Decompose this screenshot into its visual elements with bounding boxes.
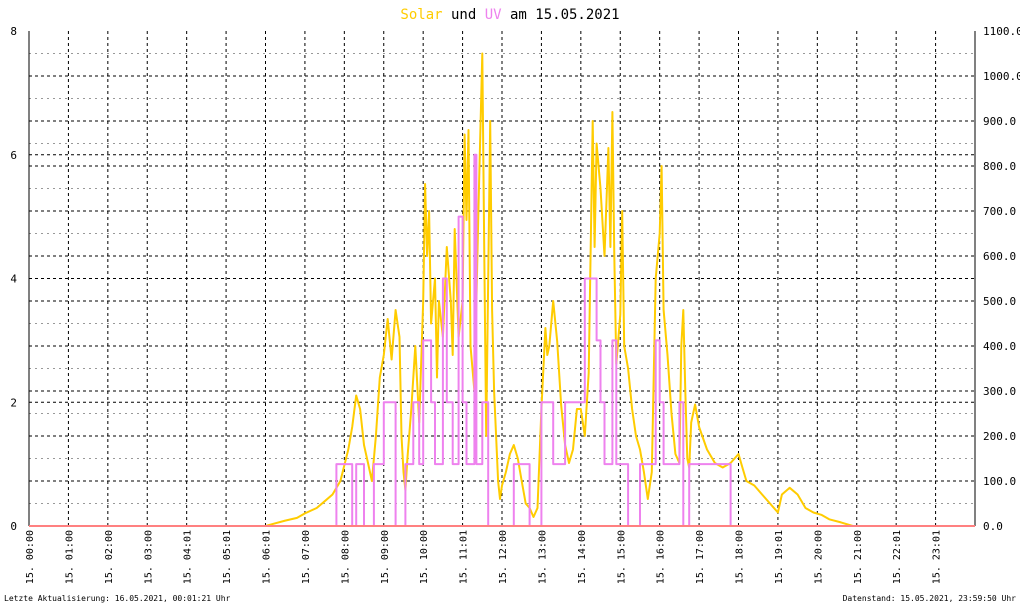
x-tick-label: 15. 15:00 [616, 530, 627, 584]
x-tick-label: 15. 05:01 [222, 530, 233, 584]
x-tick-label: 15. 07:00 [301, 530, 312, 584]
series-group [29, 52, 975, 527]
y-left-tick-label: 6 [10, 149, 17, 162]
y-left-tick-label: 4 [10, 273, 17, 286]
y-right-tick-label: 300.0 [983, 385, 1016, 398]
x-tick-label: 15. 02:00 [104, 530, 115, 584]
title-und: und [443, 7, 485, 23]
y-right-tick-label: 100.0 [983, 475, 1016, 488]
x-tick-label: 15. 16:00 [656, 530, 667, 584]
x-tick-label: 15. 01:00 [64, 530, 75, 584]
x-tick-label: 15. 23:01 [932, 530, 943, 584]
x-tick-label: 15. 06:01 [262, 530, 273, 584]
y-right-tick-label: 400.0 [983, 340, 1016, 353]
x-tick-label: 15. 20:00 [813, 530, 824, 584]
x-tick-label: 15. 09:00 [380, 530, 391, 584]
y-right-tick-label: 800.0 [983, 160, 1016, 173]
footer-data-status: Datenstand: 15.05.2021, 23:59:50 Uhr [842, 594, 1016, 603]
series-line-solar [29, 52, 975, 527]
y-right-tick-label: 500.0 [983, 295, 1016, 308]
y-axis-right-labels: 0.0 100.0 200.0 300.0 400.0 500.0 600.0 700.0 80… [983, 25, 1020, 533]
x-tick-label: 15. 10:00 [419, 530, 430, 584]
grid-lines [29, 31, 975, 526]
chart-title: Solar und UV am 15.05.2021 [400, 7, 619, 23]
footer-last-update: Letzte Aktualisierung: 16.05.2021, 00:01… [4, 594, 231, 603]
x-tick-label: 15. 18:00 [735, 530, 746, 584]
x-tick-label: 15. 04:01 [183, 530, 194, 584]
y-right-tick-label: 1000.0 [983, 70, 1020, 83]
y-left-tick-label: 2 [10, 396, 17, 409]
y-left-tick-label: 8 [10, 25, 17, 38]
y-right-tick-label: 1100.0 [983, 25, 1020, 38]
y-right-tick-label: 900.0 [983, 115, 1016, 128]
y-right-tick-label: 0.0 [983, 520, 1003, 533]
x-tick-label: 15. 17:00 [695, 530, 706, 584]
x-axis-labels: 15. 00:00 15. 01:00 15. 02:00 15. 03:00 15. … [25, 530, 943, 584]
x-tick-label: 15. 11:01 [459, 530, 470, 584]
y-axis-left-labels: 0 2 4 6 8 [10, 25, 17, 533]
y-left-tick-label: 0 [10, 520, 17, 533]
x-tick-label: 15. 21:00 [853, 530, 864, 584]
x-tick-label: 15. 08:00 [340, 530, 351, 584]
y-right-tick-label: 200.0 [983, 430, 1016, 443]
x-tick-label: 15. 19:01 [774, 530, 785, 584]
x-tick-label: 15. 12:00 [498, 530, 509, 584]
title-uv: UV [485, 7, 502, 23]
x-tick-label: 15. 03:00 [143, 530, 154, 584]
title-date: am 15.05.2021 [502, 7, 620, 23]
y-right-tick-label: 700.0 [983, 205, 1016, 218]
x-tick-label: 15. 00:00 [25, 530, 36, 584]
y-right-tick-label: 600.0 [983, 250, 1016, 263]
x-tick-label: 15. 14:00 [577, 530, 588, 584]
title-solar: Solar [400, 7, 442, 23]
x-tick-label: 15. 22:01 [892, 530, 903, 584]
x-tick-label: 15. 13:00 [537, 530, 548, 584]
